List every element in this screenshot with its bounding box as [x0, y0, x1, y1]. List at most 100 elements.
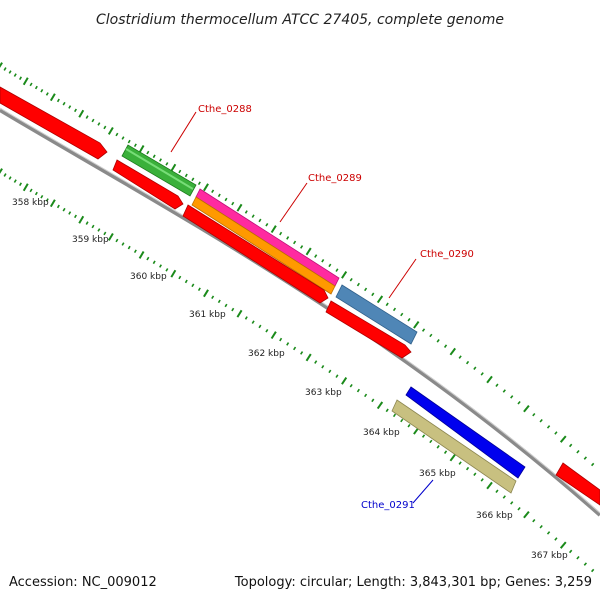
tick-mark — [523, 404, 530, 413]
gene-arrow-red-3[interactable] — [182, 204, 329, 304]
tick-mark — [22, 183, 29, 192]
tick-mark — [583, 562, 588, 566]
gene-arrow-cthe-0291[interactable] — [391, 399, 517, 494]
tick-mark — [121, 136, 125, 140]
tick-mark — [159, 264, 162, 268]
gene-arrow-blue[interactable] — [405, 386, 526, 479]
tick-mark — [115, 132, 119, 137]
tick-mark — [473, 366, 477, 370]
tick-mark — [502, 495, 506, 499]
gene-label-cthe-0289[interactable]: Cthe_0289 — [308, 173, 362, 184]
tick-mark — [251, 320, 255, 324]
tick-mark — [279, 337, 283, 342]
tick-mark — [138, 250, 145, 259]
tick-mark — [321, 258, 325, 263]
tick-mark — [74, 108, 77, 113]
tick-mark — [270, 331, 277, 340]
tick-mark — [97, 122, 101, 126]
tick-mark — [19, 76, 22, 80]
tick-mark — [458, 355, 462, 359]
gene-arrow-red-1[interactable] — [0, 86, 108, 160]
label-callouts — [170, 111, 434, 504]
tick-mark — [407, 423, 411, 428]
tick-mark — [341, 271, 348, 279]
tick-mark — [236, 203, 243, 212]
tick-mark — [480, 372, 484, 376]
tick-mark — [29, 82, 33, 87]
kbp-label: 362 kbp — [248, 349, 285, 359]
tick-mark — [305, 247, 312, 256]
tick-mark — [554, 537, 558, 541]
tick-mark — [258, 218, 262, 223]
tick-mark — [152, 154, 156, 159]
tick-mark — [184, 279, 188, 284]
tick-mark — [510, 501, 514, 505]
gene-arrow-orange[interactable] — [191, 196, 336, 295]
tick-mark — [231, 307, 235, 312]
tick-mark — [29, 188, 33, 193]
tick-mark — [74, 214, 77, 219]
tick-mark — [107, 126, 114, 135]
kbp-label: 359 kbp — [72, 235, 109, 245]
tick-mark — [91, 118, 95, 123]
tick-mark — [385, 302, 389, 307]
tick-mark — [495, 383, 499, 387]
tick-mark — [314, 254, 318, 258]
tick-mark — [517, 400, 521, 405]
tick-mark — [115, 238, 119, 243]
gene-arrow-red-2[interactable] — [112, 159, 184, 210]
accession-text: Accession: NC_009012 — [9, 575, 157, 590]
tick-mark — [576, 555, 580, 560]
gene-label-cthe-0288[interactable]: Cthe_0288 — [198, 104, 252, 115]
tick-mark — [211, 189, 215, 194]
tick-mark — [159, 158, 162, 162]
tick-mark — [539, 524, 543, 529]
gene-arrow-red-4[interactable] — [325, 300, 412, 359]
tick-mark — [184, 173, 188, 178]
tick-mark — [265, 222, 269, 227]
tick-mark — [429, 333, 433, 338]
tick-rows — [0, 62, 595, 573]
tick-mark — [335, 374, 339, 378]
tick-mark — [286, 342, 290, 346]
gene-arrow-cthe-0290[interactable] — [335, 284, 418, 345]
tick-mark — [436, 339, 440, 343]
tick-mark — [3, 173, 7, 177]
tick-mark — [532, 412, 536, 417]
tick-mark — [523, 510, 530, 519]
tick-mark — [443, 344, 448, 348]
tick-mark — [413, 321, 420, 329]
tick-mark — [211, 295, 215, 300]
gene-arrow-cthe-0288-shine — [125, 148, 194, 190]
tick-mark — [465, 466, 470, 471]
kbp-label: 360 kbp — [130, 272, 167, 282]
tick-mark — [293, 240, 297, 245]
tick-mark — [590, 568, 595, 573]
tick-mark — [371, 292, 375, 297]
tick-mark — [170, 269, 177, 278]
tick-mark — [146, 256, 150, 261]
tick-mark — [224, 303, 228, 308]
tick-mark — [19, 182, 22, 186]
gene-label-cthe-0290[interactable]: Cthe_0290 — [420, 249, 474, 260]
tick-mark — [486, 375, 493, 384]
gene-arrow-red-5[interactable] — [555, 462, 600, 506]
tick-mark — [121, 242, 125, 246]
tick-mark — [178, 169, 182, 174]
tick-mark — [3, 67, 7, 71]
tick-mark — [224, 197, 228, 202]
tick-mark — [486, 481, 493, 490]
gene-label-cthe-0291[interactable]: Cthe_0291 — [361, 500, 415, 511]
tick-mark — [138, 144, 145, 153]
tick-mark — [165, 268, 169, 272]
tick-mark — [8, 70, 12, 74]
tick-mark — [244, 316, 248, 320]
tick-mark — [107, 232, 114, 241]
tick-mark — [13, 179, 17, 183]
tick-mark — [286, 236, 290, 240]
tick-mark — [590, 462, 595, 467]
tick-mark — [103, 231, 107, 236]
tick-mark — [265, 328, 269, 333]
tick-mark — [449, 347, 457, 356]
